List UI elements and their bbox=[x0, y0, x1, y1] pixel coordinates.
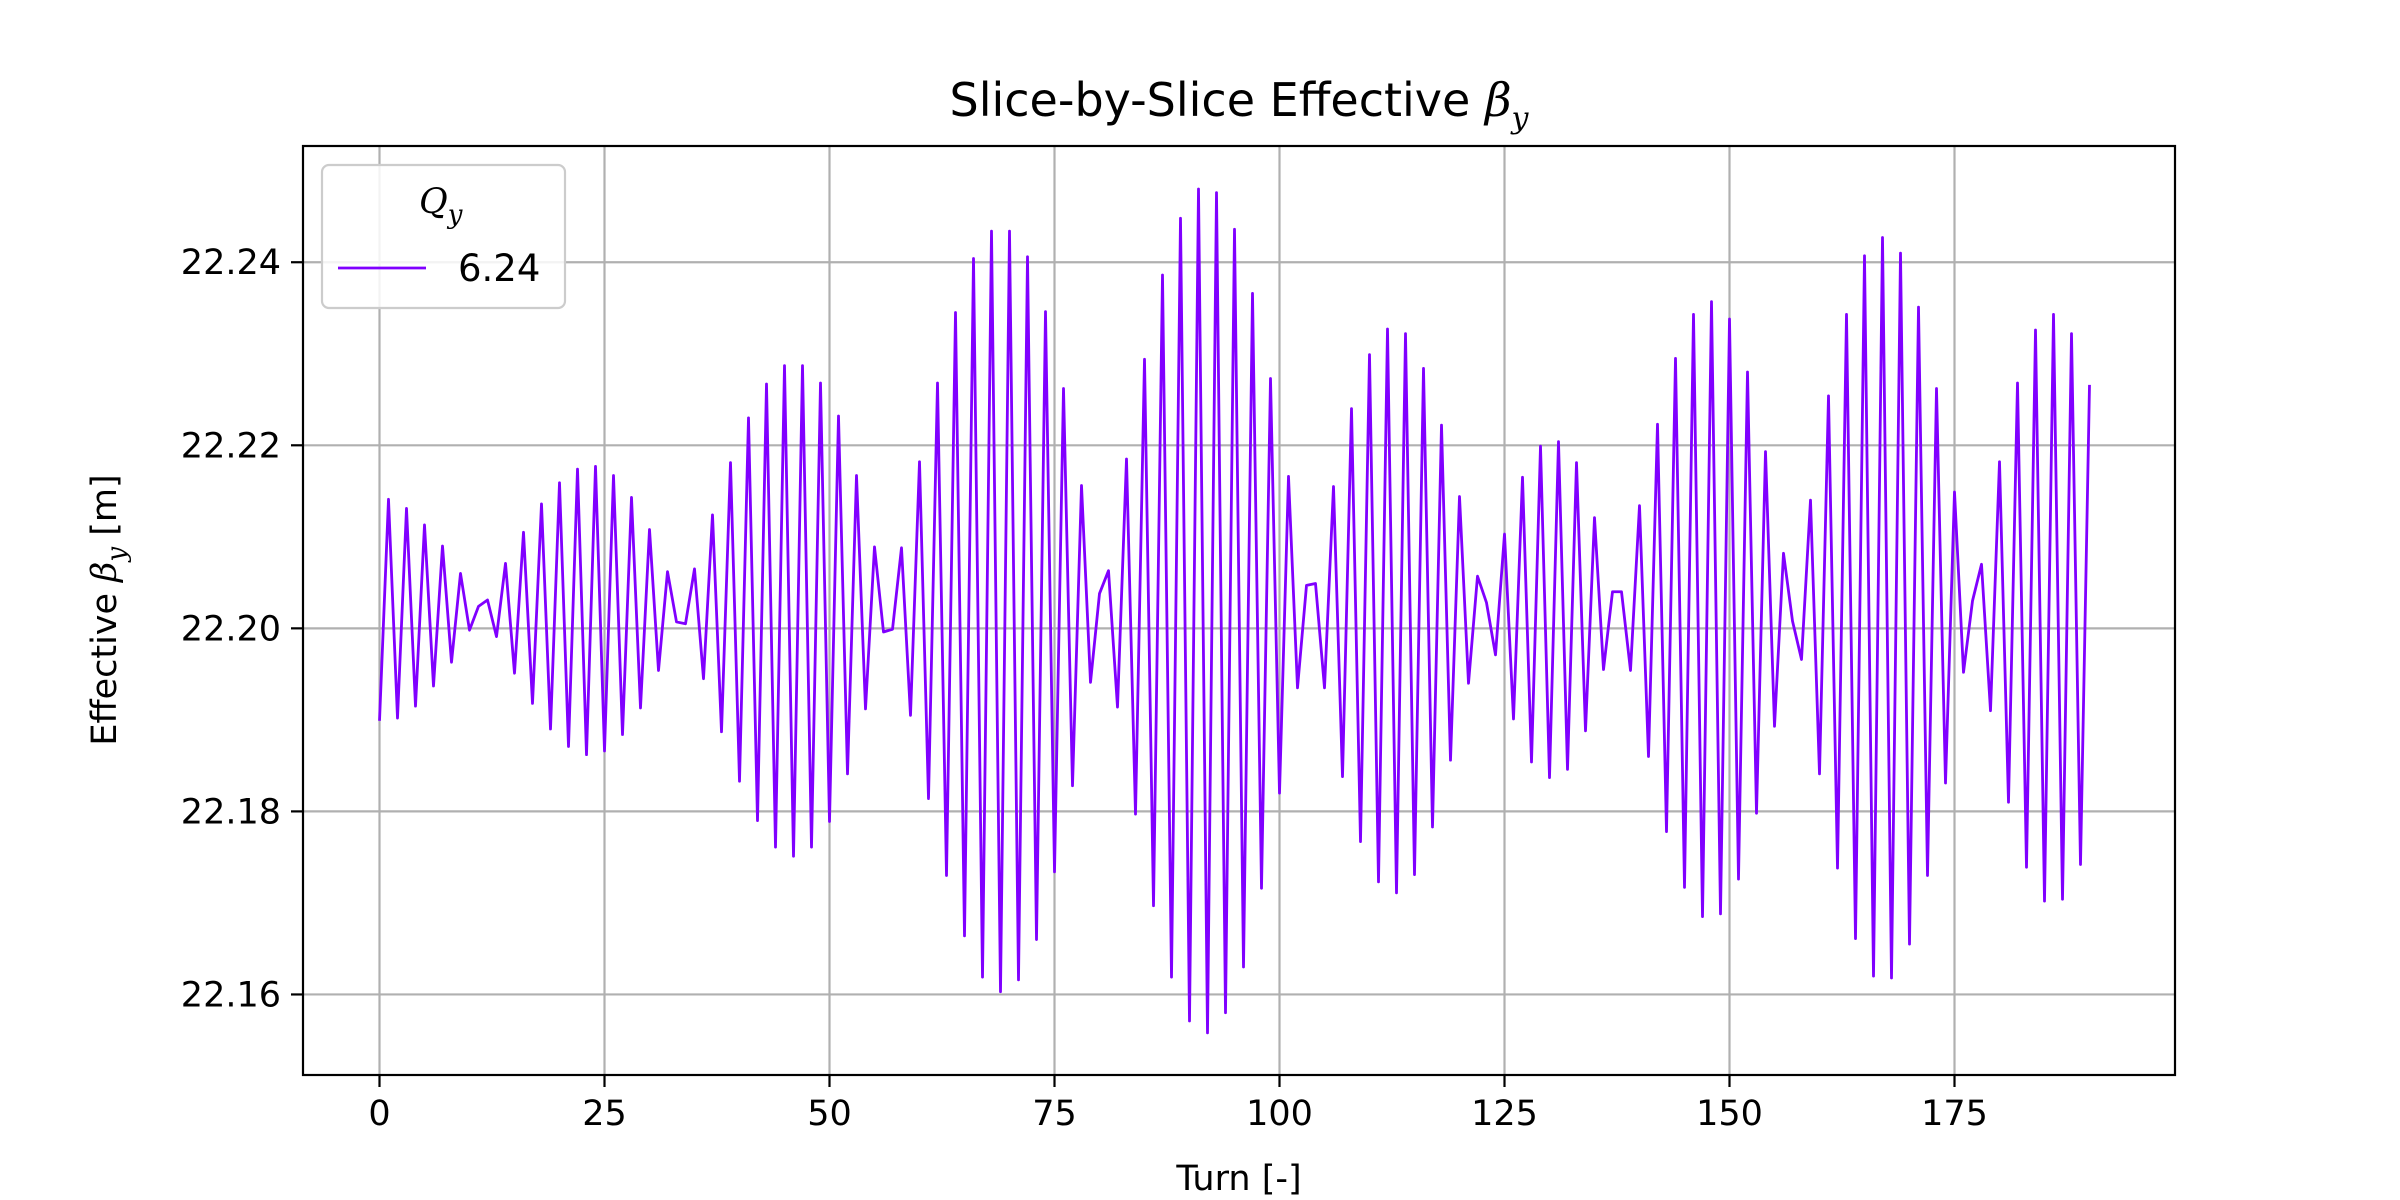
legend-title: Qy bbox=[419, 182, 463, 230]
plot-frame bbox=[301, 144, 2177, 1077]
legend-box bbox=[320, 163, 567, 310]
y-tick-label: 22.24 bbox=[181, 243, 281, 283]
legend-entry-label: 6.24 bbox=[458, 247, 540, 290]
x-tick-label: 175 bbox=[1921, 1094, 1988, 1134]
series-layer bbox=[378, 187, 2091, 1035]
x-tick-label: 125 bbox=[1471, 1094, 1538, 1134]
x-axis: 0 25 50 75 100 125 150 175 bbox=[368, 1075, 1988, 1134]
y-axis: 22.16 22.18 22.20 22.22 22.24 bbox=[181, 243, 303, 1015]
x-axis-label: Turn [-] bbox=[1175, 1159, 1301, 1199]
x-tick-label: 25 bbox=[582, 1094, 627, 1134]
y-tick-label: 22.20 bbox=[181, 609, 281, 649]
y-tick-label: 22.18 bbox=[181, 792, 281, 832]
y-tick-label: 22.16 bbox=[181, 975, 281, 1015]
x-tick-label: 150 bbox=[1696, 1094, 1763, 1134]
x-tick-label: 100 bbox=[1246, 1094, 1313, 1134]
legend: Qy 6.24 bbox=[320, 163, 567, 310]
y-axis-label: Effective βy [m] bbox=[85, 474, 132, 745]
x-tick-label: 75 bbox=[1032, 1094, 1077, 1134]
series-line bbox=[378, 187, 2091, 1035]
x-tick-label: 50 bbox=[807, 1094, 852, 1134]
x-tick-label: 0 bbox=[368, 1094, 390, 1134]
chart-title: Slice-by-Slice Effective βy bbox=[950, 73, 1530, 136]
y-tick-label: 22.22 bbox=[181, 426, 281, 466]
